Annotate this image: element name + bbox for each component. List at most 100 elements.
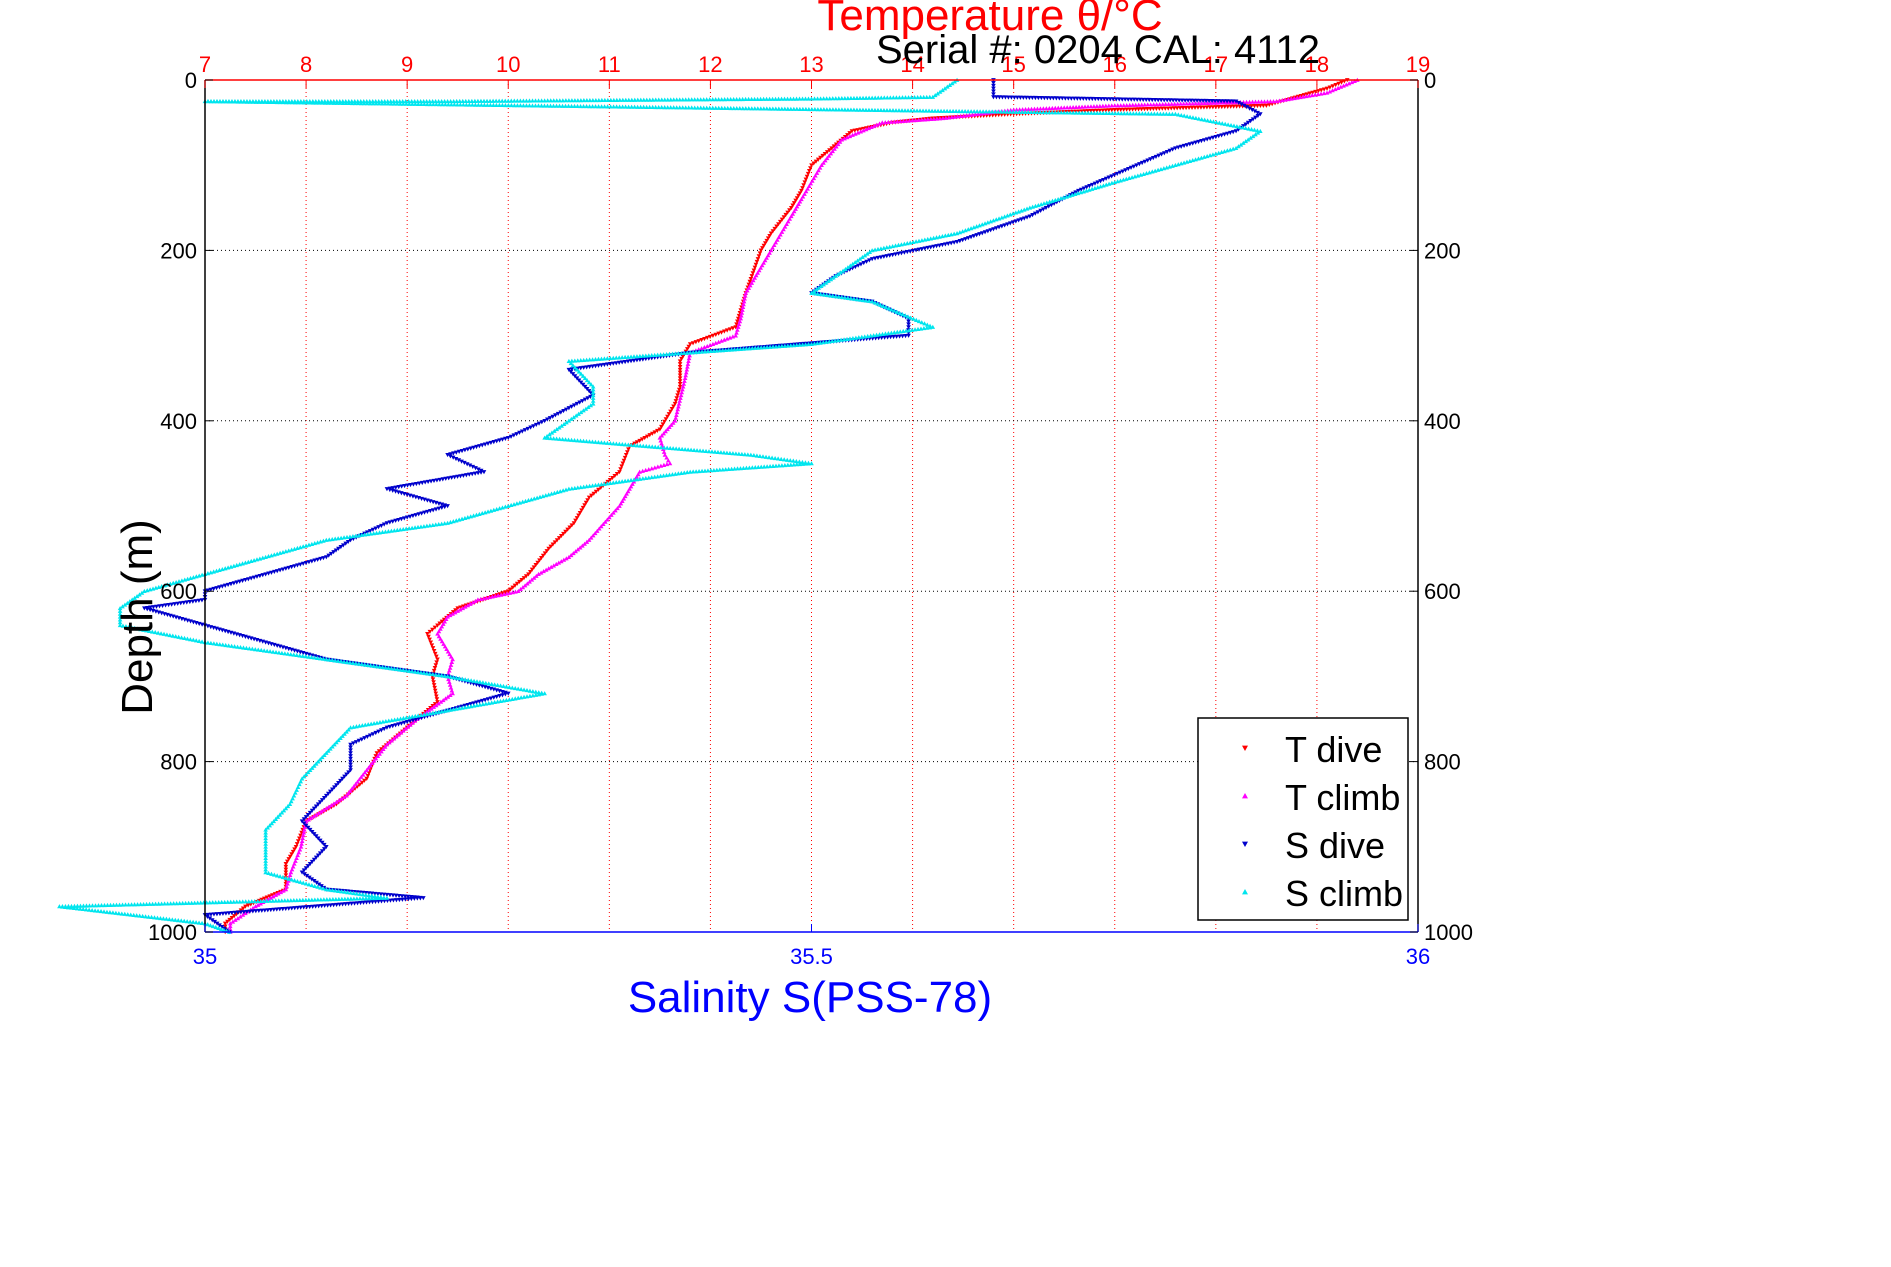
data-point-s-dive [553, 413, 558, 418]
data-point-t-dive [359, 780, 365, 785]
data-point-s-climb [741, 465, 746, 471]
temperature-tick-label: 8 [300, 52, 312, 77]
data-point-t-dive [1336, 81, 1341, 86]
data-point-s-climb [912, 94, 917, 100]
data-point-s-climb [582, 375, 588, 381]
data-point-s-climb [445, 708, 450, 713]
data-point-t-dive [1231, 104, 1236, 109]
data-point-s-climb [842, 107, 848, 112]
data-point-t-dive [677, 376, 683, 381]
data-point-s-climb [1249, 127, 1254, 132]
data-point-s-climb [830, 107, 836, 112]
data-point-t-dive [519, 578, 525, 583]
data-point-t-climb [922, 117, 928, 122]
data-point-s-climb [839, 294, 845, 300]
data-point-s-climb [86, 907, 92, 912]
data-point-t-climb [1160, 101, 1165, 107]
data-point-t-climb [281, 888, 286, 893]
data-point-t-climb [436, 634, 442, 639]
data-point-s-climb [908, 315, 914, 320]
data-point-s-climb [129, 625, 135, 630]
data-point-s-dive [1185, 98, 1191, 103]
data-point-s-climb [1047, 199, 1052, 204]
data-point-s-climb [667, 445, 673, 451]
data-point-s-climb [252, 647, 258, 652]
data-point-s-dive [1131, 164, 1137, 169]
data-point-s-climb [362, 662, 368, 667]
data-point-t-dive [593, 489, 599, 494]
data-point-s-climb [764, 344, 770, 350]
data-point-s-climb [257, 556, 263, 561]
data-point-s-dive [1173, 98, 1179, 103]
data-point-s-climb [545, 103, 550, 108]
data-point-s-climb [584, 104, 589, 109]
data-point-s-climb [752, 345, 758, 350]
data-point-t-dive [512, 583, 518, 588]
data-point-s-dive [348, 768, 353, 773]
data-point-s-climb [213, 924, 219, 930]
data-point-s-climb [1067, 110, 1073, 115]
data-point-s-climb [397, 101, 403, 106]
data-point-s-climb [938, 108, 944, 113]
data-point-s-climb [272, 872, 277, 877]
data-point-s-climb [1164, 165, 1170, 170]
data-point-s-dive [307, 810, 313, 816]
data-point-t-dive [430, 646, 436, 651]
data-point-s-climb [818, 283, 824, 289]
data-point-s-dive [1092, 96, 1098, 102]
data-point-t-climb [740, 304, 746, 310]
data-point-t-climb [487, 594, 492, 600]
data-point-s-climb [372, 895, 378, 901]
data-point-s-climb [437, 102, 442, 107]
data-point-s-climb [560, 488, 566, 493]
data-point-s-dive [309, 859, 315, 865]
data-point-s-climb [93, 903, 98, 908]
data-point-s-climb [193, 920, 199, 925]
data-point-t-climb [1172, 101, 1177, 106]
data-point-s-climb [1034, 109, 1040, 115]
data-point-s-climb [512, 685, 518, 691]
data-point-s-climb [331, 100, 337, 105]
data-point-s-climb [339, 889, 344, 894]
data-point-t-climb [787, 216, 793, 221]
data-point-s-climb [908, 108, 914, 113]
data-point-s-climb [168, 581, 173, 586]
data-point-s-climb [913, 317, 919, 322]
data-point-s-dive [576, 378, 582, 383]
data-point-s-climb [841, 337, 847, 342]
data-point-s-climb [312, 655, 317, 660]
data-point-s-climb [1238, 142, 1244, 147]
data-point-s-climb [664, 352, 669, 357]
data-point-t-climb [1271, 99, 1276, 104]
data-point-t-dive [761, 243, 767, 248]
data-point-t-climb [600, 521, 606, 527]
data-point-s-climb [330, 887, 335, 893]
data-point-s-dive [319, 849, 325, 854]
data-point-s-climb [87, 903, 92, 908]
data-point-s-climb [1052, 110, 1058, 115]
data-point-t-climb [1121, 103, 1127, 108]
data-point-s-climb [1061, 195, 1067, 200]
data-point-s-climb [890, 243, 895, 249]
data-point-t-climb [492, 593, 498, 598]
data-point-s-climb [373, 101, 379, 106]
data-point-s-climb [456, 517, 462, 522]
data-point-s-dive [336, 781, 341, 786]
data-point-s-climb [823, 280, 829, 285]
data-point-s-climb [161, 916, 166, 921]
data-point-s-climb [277, 874, 283, 879]
data-point-s-climb [244, 645, 249, 650]
data-point-t-climb [658, 438, 664, 443]
data-point-t-climb [735, 327, 740, 332]
data-point-s-climb [755, 106, 761, 111]
data-point-s-dive [1069, 96, 1074, 101]
data-point-s-climb [1243, 139, 1249, 144]
data-point-s-climb [367, 101, 373, 106]
data-point-t-dive [822, 152, 828, 157]
data-point-s-dive [1073, 190, 1078, 195]
data-point-s-dive [1152, 98, 1158, 103]
data-point-s-climb [593, 439, 598, 444]
data-point-s-climb [903, 328, 909, 333]
data-point-t-dive [1103, 108, 1109, 113]
data-point-s-climb [658, 473, 663, 478]
